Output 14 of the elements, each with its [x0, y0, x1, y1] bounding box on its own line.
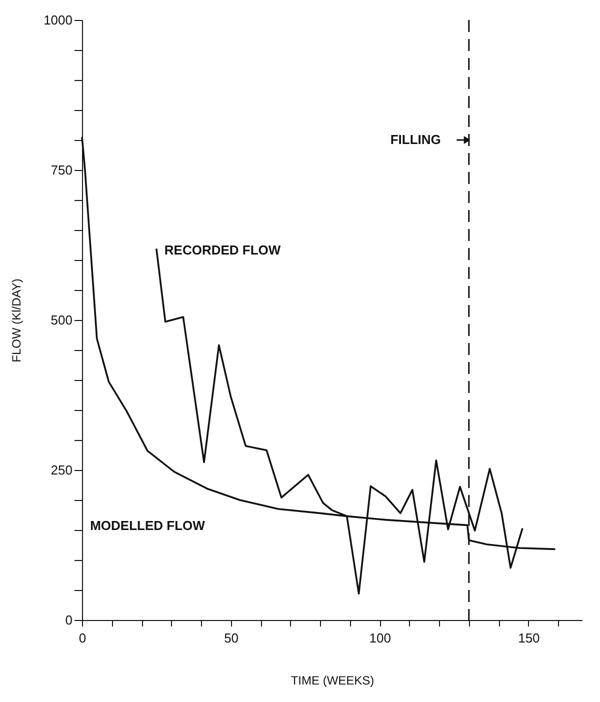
y-tick-label: 500 — [50, 312, 72, 328]
x-axis-title: TIME (WEEKS) — [290, 674, 374, 688]
series-label: RECORDED FLOW — [164, 242, 282, 258]
y-tick-label: 250 — [50, 462, 72, 478]
x-tick-label: 0 — [78, 630, 86, 646]
y-tick-label: 0 — [65, 612, 72, 628]
x-tick-label: 50 — [224, 630, 239, 646]
x-tick-label: 150 — [518, 630, 540, 646]
y-tick-label: 750 — [50, 162, 72, 178]
y-tick-label: 1000 — [44, 12, 72, 28]
y-axis-title: FLOW (Kl/DAY) — [10, 278, 24, 362]
text: MODELLED FLOW — [90, 518, 206, 533]
ref-line-label: FILLING — [390, 132, 441, 147]
x-tick-label: 100 — [369, 630, 391, 646]
